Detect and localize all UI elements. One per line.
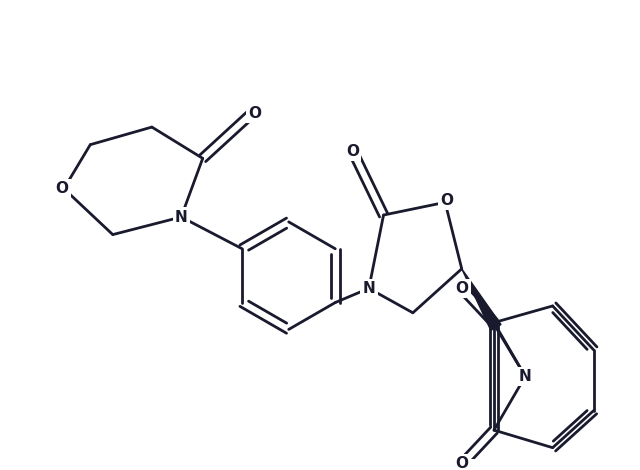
Text: N: N [519,369,532,384]
Polygon shape [461,269,501,330]
Text: N: N [362,281,375,296]
Text: N: N [175,210,188,225]
Text: O: O [440,193,454,208]
Text: O: O [56,181,68,196]
Text: O: O [455,281,468,296]
Text: O: O [248,106,261,121]
Text: O: O [455,456,468,470]
Text: O: O [346,144,359,159]
